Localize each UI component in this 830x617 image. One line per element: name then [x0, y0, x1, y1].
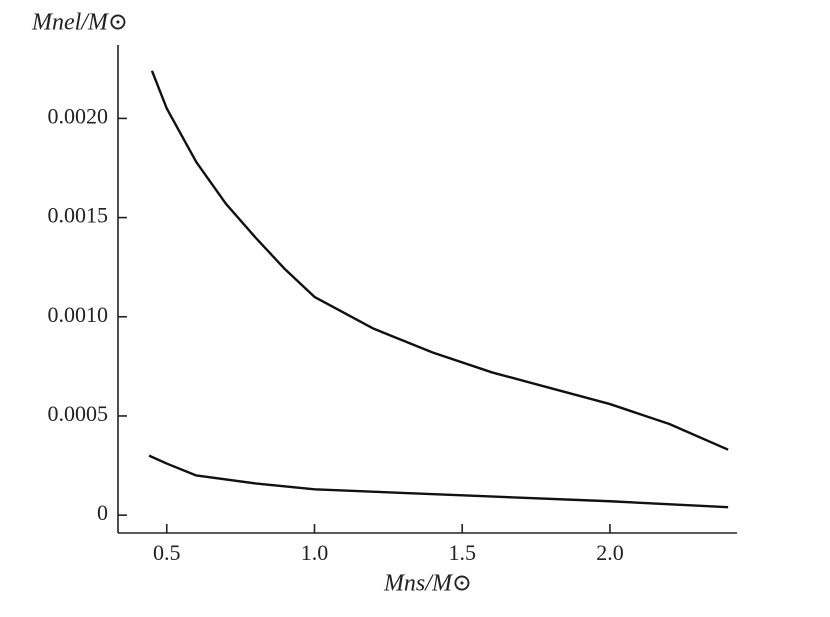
y-tick-label: 0 [97, 500, 108, 525]
x-tick-label: 0.5 [153, 540, 181, 565]
y-tick-label: 0.0010 [48, 302, 109, 327]
x-tick-label: 1.0 [301, 540, 329, 565]
curve [148, 454, 729, 509]
y-tick-label: 0.0020 [48, 103, 109, 128]
x-axis-label: Mns/M⊙ [383, 571, 472, 597]
x-tick-label: 2.0 [596, 540, 624, 565]
curve [150, 70, 729, 451]
y-tick-label: 0.0005 [48, 401, 109, 426]
x-tick-label: 1.5 [448, 540, 476, 565]
y-axis-label: Mnel/M⊙ [31, 10, 128, 36]
y-tick-label: 0.0015 [48, 203, 109, 228]
